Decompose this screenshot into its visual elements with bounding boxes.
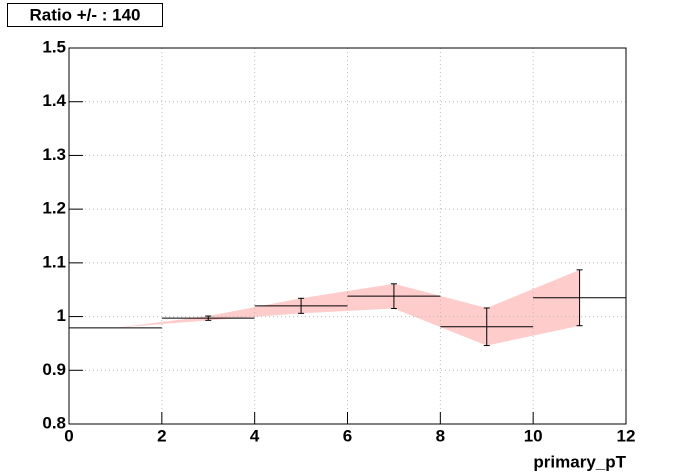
y-tick-label: 1.5 (42, 37, 66, 56)
x-tick-label: 2 (157, 426, 166, 445)
chart-title: Ratio +/- : 140 (29, 5, 140, 24)
title-box (7, 3, 163, 27)
x-tick-label: 8 (436, 426, 445, 445)
y-tick-label: 1.3 (42, 145, 66, 164)
plot-frame (68, 47, 627, 425)
x-tick-label: 10 (524, 426, 543, 445)
y-tick-label: 1 (57, 306, 66, 325)
y-tick-label: 1.4 (42, 91, 66, 110)
y-tick-label: 0.9 (42, 360, 66, 379)
x-tick-label: 6 (343, 426, 352, 445)
x-tick-label: 12 (617, 426, 636, 445)
x-axis-label: primary_pT (533, 452, 626, 471)
y-tick-label: 0.8 (42, 413, 66, 432)
y-tick-label: 1.2 (42, 199, 66, 218)
y-tick-label: 1.1 (42, 252, 66, 271)
x-tick-label: 4 (250, 426, 260, 445)
x-tick-label: 0 (64, 426, 73, 445)
